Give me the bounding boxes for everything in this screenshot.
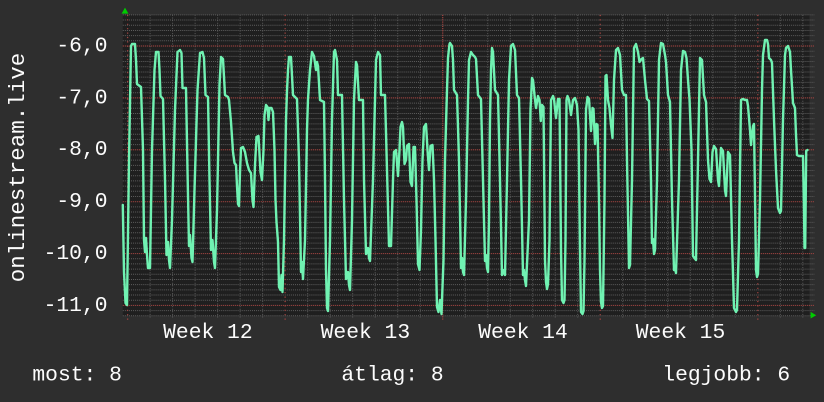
- svg-text:Week 14: Week 14: [478, 321, 567, 345]
- svg-text:Week 12: Week 12: [163, 321, 252, 345]
- svg-text:-8,0: -8,0: [56, 138, 107, 162]
- svg-text:-6,0: -6,0: [56, 34, 107, 58]
- svg-text:-7,0: -7,0: [56, 86, 107, 110]
- svg-text:Week 15: Week 15: [636, 321, 725, 345]
- svg-text:-11,0: -11,0: [44, 294, 108, 318]
- svg-text:átlag: 8: átlag: 8: [341, 364, 443, 388]
- svg-text:onlinestream.live: onlinestream.live: [5, 53, 31, 283]
- svg-text:legjobb: 6: legjobb: 6: [662, 364, 790, 388]
- svg-text:-9,0: -9,0: [56, 190, 107, 214]
- svg-text:most: 8: most: 8: [32, 364, 121, 388]
- svg-text:-10,0: -10,0: [44, 242, 108, 266]
- svg-text:Week 13: Week 13: [321, 321, 410, 345]
